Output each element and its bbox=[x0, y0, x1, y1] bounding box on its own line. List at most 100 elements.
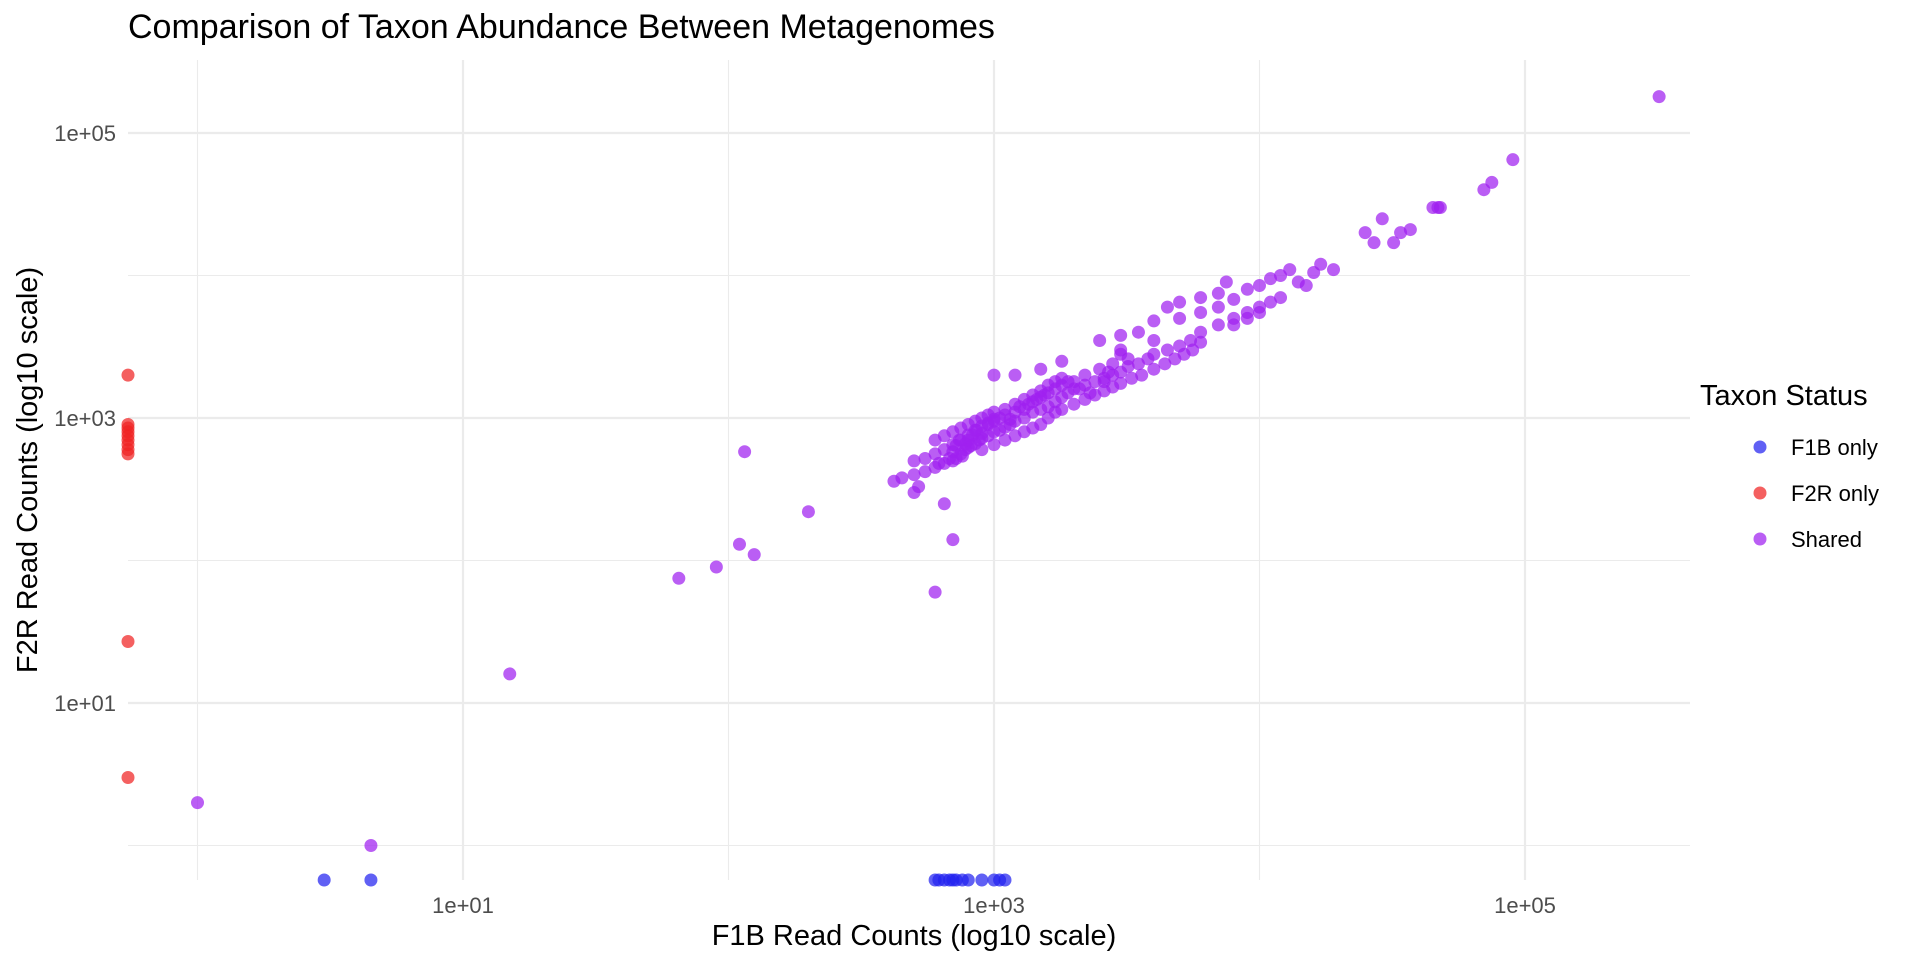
data-point bbox=[1083, 386, 1097, 400]
data-point bbox=[1160, 300, 1174, 314]
data-point bbox=[191, 796, 204, 810]
data-point bbox=[1375, 212, 1389, 226]
data-point bbox=[1121, 352, 1135, 366]
data-point bbox=[907, 468, 921, 482]
data-point bbox=[998, 402, 1012, 416]
data-point bbox=[317, 873, 331, 887]
legend: Taxon Status F1B only F2R only Shared bbox=[1700, 380, 1879, 552]
data-point bbox=[918, 465, 932, 479]
legend-key bbox=[1753, 486, 1767, 500]
data-point bbox=[121, 771, 135, 785]
data-point bbox=[998, 873, 1012, 887]
data-point bbox=[987, 368, 1001, 382]
data-point bbox=[1652, 90, 1666, 104]
data-point bbox=[747, 548, 761, 562]
data-point bbox=[1211, 318, 1225, 332]
data-point bbox=[1135, 368, 1149, 382]
data-point bbox=[1314, 257, 1328, 271]
data-point bbox=[1078, 368, 1092, 382]
y-tick-label: 1e+05 bbox=[54, 121, 116, 146]
data-point bbox=[1485, 175, 1499, 189]
data-point bbox=[1102, 365, 1116, 379]
data-point bbox=[1253, 305, 1266, 319]
data-point bbox=[946, 533, 960, 547]
data-point bbox=[1194, 291, 1208, 305]
data-point bbox=[1173, 295, 1187, 309]
data-point bbox=[1219, 275, 1233, 289]
data-point bbox=[121, 635, 135, 649]
data-point bbox=[1263, 295, 1277, 309]
legend-label: F2R only bbox=[1791, 481, 1879, 506]
data-point bbox=[932, 456, 946, 470]
data-point bbox=[1067, 397, 1081, 411]
y-axis-title: F2R Read Counts (log10 scale) bbox=[12, 267, 44, 673]
data-point bbox=[975, 873, 989, 887]
data-point bbox=[1055, 402, 1069, 416]
data-point bbox=[1274, 291, 1288, 305]
data-point bbox=[709, 560, 723, 574]
data-point bbox=[1173, 311, 1187, 325]
data-point bbox=[918, 451, 932, 465]
data-point bbox=[1387, 236, 1401, 250]
data-point bbox=[364, 873, 378, 887]
data-point bbox=[1227, 318, 1241, 332]
data-point bbox=[987, 412, 1001, 426]
data-point bbox=[1283, 263, 1297, 277]
data-point bbox=[732, 537, 746, 551]
data-point bbox=[1211, 300, 1225, 314]
data-point bbox=[1211, 286, 1225, 300]
data-point bbox=[1240, 311, 1254, 325]
data-point bbox=[801, 505, 815, 519]
data-point bbox=[1358, 226, 1372, 240]
x-axis-title: F1B Read Counts (log10 scale) bbox=[712, 920, 1117, 952]
data-point bbox=[1147, 333, 1161, 347]
data-point bbox=[975, 443, 989, 457]
data-point bbox=[1055, 354, 1069, 368]
chart-title: Comparison of Taxon Abundance Between Me… bbox=[128, 8, 995, 46]
data-points bbox=[121, 90, 1666, 887]
grid bbox=[128, 60, 1690, 880]
data-point bbox=[121, 368, 135, 382]
data-point bbox=[1327, 263, 1341, 277]
tick-labels: 1e+01 1e+03 1e+05 1e+01 1e+03 1e+05 bbox=[54, 121, 1556, 918]
data-point bbox=[1008, 368, 1022, 382]
data-point bbox=[955, 449, 969, 463]
data-point bbox=[1147, 362, 1161, 376]
data-point bbox=[1367, 236, 1381, 250]
data-point bbox=[1194, 325, 1208, 339]
data-point bbox=[1263, 272, 1277, 286]
legend-key bbox=[1753, 532, 1767, 546]
data-point bbox=[1147, 347, 1161, 361]
data-point bbox=[503, 667, 517, 681]
data-point bbox=[1114, 328, 1128, 342]
data-point bbox=[1227, 292, 1241, 306]
data-point bbox=[1055, 371, 1069, 385]
y-tick-label: 1e+01 bbox=[54, 691, 116, 716]
data-point bbox=[1240, 282, 1254, 296]
data-point bbox=[1114, 343, 1128, 357]
data-point bbox=[1034, 362, 1048, 376]
data-point bbox=[672, 571, 686, 585]
data-point bbox=[1299, 279, 1313, 293]
data-point bbox=[364, 839, 378, 852]
data-point bbox=[1131, 325, 1145, 339]
x-tick-label: 1e+05 bbox=[1494, 893, 1556, 918]
data-point bbox=[738, 445, 752, 459]
data-point bbox=[928, 585, 942, 599]
legend-key bbox=[1753, 440, 1767, 454]
data-point bbox=[1125, 371, 1139, 385]
data-point bbox=[1158, 357, 1172, 371]
data-point bbox=[998, 433, 1012, 447]
legend-label: Shared bbox=[1791, 527, 1862, 552]
data-point bbox=[937, 497, 951, 511]
data-point bbox=[1394, 226, 1408, 240]
x-tick-label: 1e+03 bbox=[963, 893, 1025, 918]
legend-label: F1B only bbox=[1791, 435, 1878, 460]
data-point bbox=[1160, 343, 1174, 357]
data-point bbox=[1253, 279, 1266, 293]
y-tick-label: 1e+03 bbox=[54, 406, 116, 431]
data-point bbox=[1403, 223, 1417, 237]
data-point bbox=[1186, 343, 1200, 357]
data-point bbox=[1114, 376, 1128, 390]
